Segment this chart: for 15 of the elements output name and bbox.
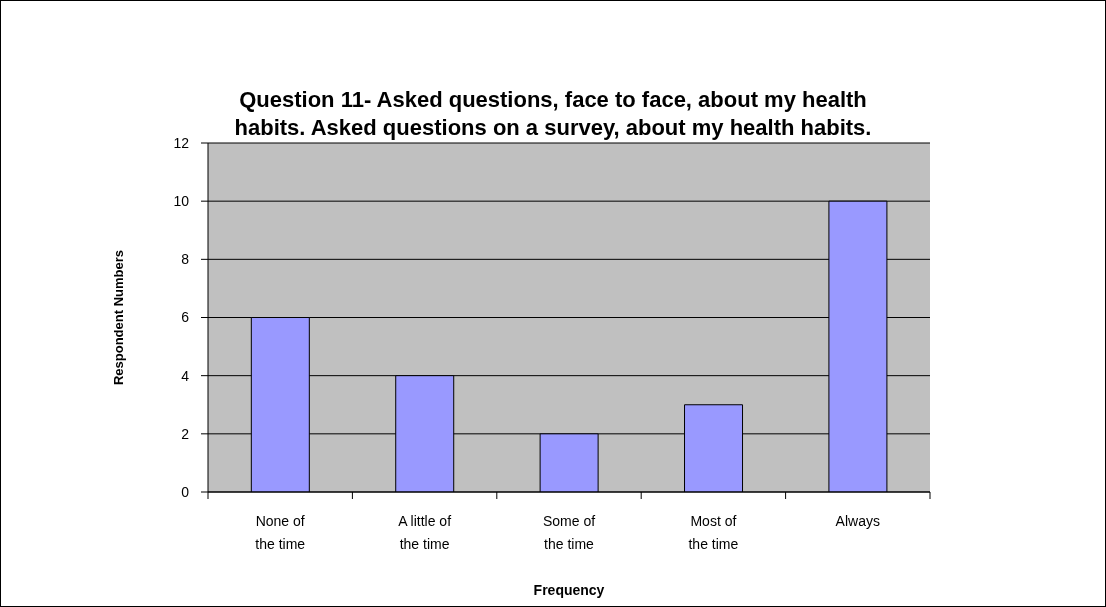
chart-title: Question 11- Asked questions, face to face, about my health habits. Asked questions on a survey, about my health habits. — [233, 86, 873, 142]
y-tick-label: 6 — [181, 309, 190, 326]
y-tick-label: 12 — [173, 134, 190, 151]
x-tick-label: A little of the time — [398, 512, 452, 552]
y-tick-label: 4 — [181, 367, 190, 384]
y-axis-title: Respondent Numbers — [110, 249, 126, 386]
x-tick-label: Always — [835, 512, 880, 529]
y-tick-label: 2 — [181, 425, 190, 442]
x-tick-label: None of the time — [255, 512, 306, 552]
x-tick-label: Most of the time — [688, 512, 739, 552]
x-axis-title: Frequency — [533, 582, 605, 598]
y-tick-label: 10 — [173, 193, 190, 210]
x-tick-label: Some of the time — [542, 512, 596, 552]
y-tick-label: 0 — [181, 483, 190, 500]
y-tick-label: 8 — [181, 251, 190, 268]
